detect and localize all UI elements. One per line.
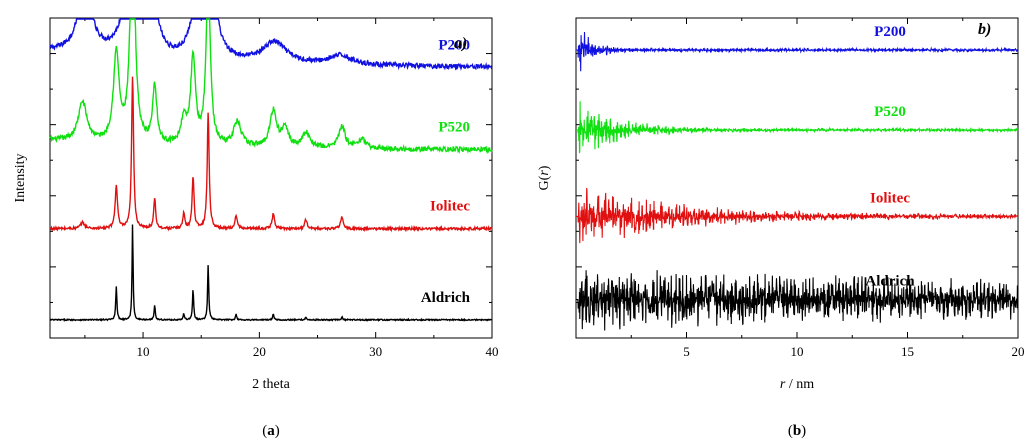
chart-panel-a: 10 20 30 40 P200 P520 Iolitec Aldrich a) 2 the… <box>13 17 499 439</box>
panel-label-a: a) <box>454 35 467 52</box>
x-ticks-b: 5 10 15 20 <box>630 18 1025 359</box>
plot-area-a <box>49 17 493 339</box>
x-tick-label: 10 <box>791 344 804 359</box>
y-ticks-b <box>576 53 1018 303</box>
x-tick-label: 30 <box>369 344 382 359</box>
series-line-aldrich <box>49 224 492 323</box>
y-axis-label-b: G(r) <box>537 165 552 190</box>
series-line-p200 <box>49 18 493 71</box>
series-labels-a: P200 P520 Iolitec Aldrich <box>421 38 471 306</box>
caption-a: (a) <box>262 423 280 439</box>
y-ticks-a <box>50 53 492 303</box>
series-labels-b: P200 P520 Iolitec Aldrich <box>865 24 915 290</box>
x-axis-label-b: r / nm <box>780 377 814 392</box>
series-group-a <box>49 18 493 323</box>
series-line-iolitec <box>49 76 493 233</box>
series-label-iolitec: Iolitec <box>870 190 910 206</box>
series-line-p520 <box>576 101 1019 154</box>
series-group-b <box>576 31 1019 331</box>
series-label-aldrich: Aldrich <box>421 290 471 306</box>
y-axis-label-a: Intensity <box>13 154 28 203</box>
series-line-p520 <box>49 18 493 155</box>
x-tick-label: 10 <box>137 344 150 359</box>
x-tick-label: 5 <box>683 344 690 359</box>
panel-label-b: b) <box>978 21 991 38</box>
x-tick-label: 20 <box>1012 344 1025 359</box>
x-ticks-a: 10 20 30 40 <box>84 18 499 359</box>
x-axis-label-a: 2 theta <box>252 377 290 392</box>
series-line-aldrich <box>576 270 1019 331</box>
chart-panel-b: 5 10 15 20 P200 P520 Iolitec Aldrich b) r / nm… <box>537 17 1025 439</box>
series-line-iolitec <box>576 187 1019 244</box>
series-label-p200: P200 <box>438 38 470 54</box>
x-tick-label: 40 <box>486 344 499 359</box>
series-label-aldrich: Aldrich <box>865 274 915 290</box>
series-label-iolitec: Iolitec <box>430 199 470 215</box>
series-line-p200 <box>576 31 1019 72</box>
series-label-p200: P200 <box>874 24 906 40</box>
series-label-p520: P520 <box>874 104 906 120</box>
caption-b: (b) <box>788 423 806 439</box>
series-label-p520: P520 <box>438 120 470 136</box>
x-tick-label: 20 <box>253 344 266 359</box>
x-tick-label: 15 <box>901 344 914 359</box>
